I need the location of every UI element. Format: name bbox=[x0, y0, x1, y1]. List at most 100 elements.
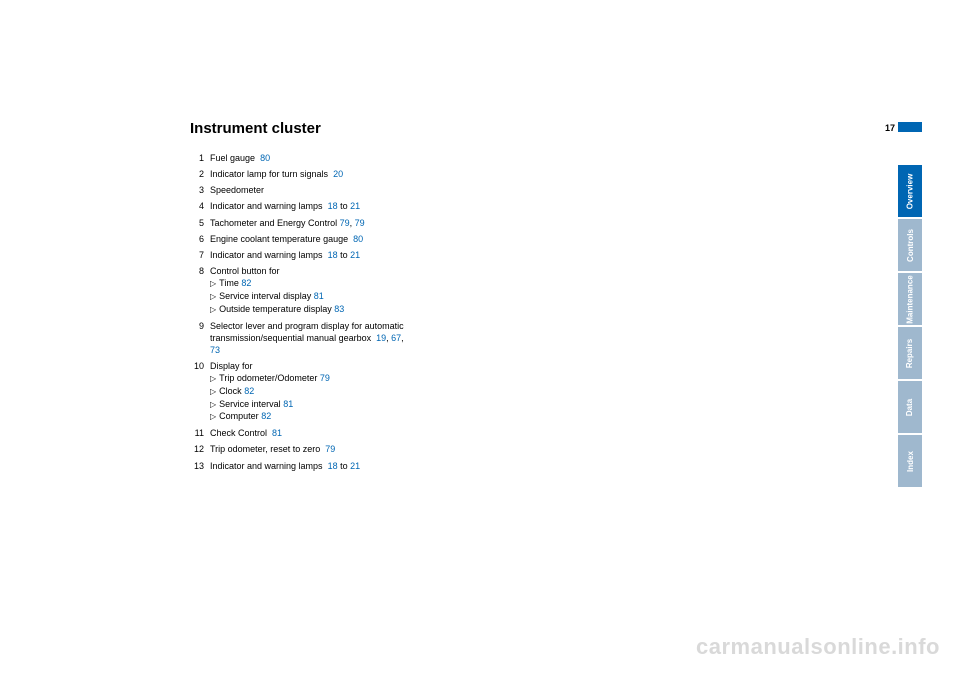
page-ref[interactable]: 81 bbox=[272, 428, 282, 438]
page-ref[interactable]: 18 bbox=[328, 461, 338, 471]
page-ref[interactable]: 81 bbox=[283, 399, 293, 409]
page-ref[interactable]: 21 bbox=[350, 461, 360, 471]
page-ref[interactable]: 81 bbox=[314, 291, 324, 301]
tab-data[interactable]: Data bbox=[898, 381, 922, 433]
page-ref[interactable]: 73 bbox=[210, 345, 220, 355]
list-item: 2 Indicator lamp for turn signals 20 bbox=[190, 168, 410, 180]
item-number: 4 bbox=[190, 200, 204, 212]
item-label: Trip odometer, reset to zero bbox=[210, 444, 320, 454]
sub-label: Service interval bbox=[219, 399, 281, 409]
list-item: 11 Check Control 81 bbox=[190, 427, 410, 439]
page-ref[interactable]: 21 bbox=[350, 250, 360, 260]
tab-maintenance[interactable]: Maintenance bbox=[898, 273, 922, 325]
list-item: 6 Engine coolant temperature gauge 80 bbox=[190, 233, 410, 245]
list-item: 9 Selector lever and program display for… bbox=[190, 320, 410, 356]
list-item: 8 Control button for Time 82 Service int… bbox=[190, 265, 410, 316]
item-text: Selector lever and program display for a… bbox=[210, 320, 410, 356]
item-number: 6 bbox=[190, 233, 204, 245]
content-list: 1 Fuel gauge 80 2 Indicator lamp for tur… bbox=[190, 152, 410, 476]
item-text: Trip odometer, reset to zero 79 bbox=[210, 443, 410, 455]
tab-repairs[interactable]: Repairs bbox=[898, 327, 922, 379]
list-item: 4 Indicator and warning lamps 18 to 21 bbox=[190, 200, 410, 212]
page-ref[interactable]: 21 bbox=[350, 201, 360, 211]
page-ref[interactable]: 82 bbox=[241, 278, 251, 288]
item-text: Fuel gauge 80 bbox=[210, 152, 410, 164]
item-number: 2 bbox=[190, 168, 204, 180]
sub-item: Service interval 81 bbox=[210, 399, 293, 409]
page-ref[interactable]: 79 bbox=[340, 218, 350, 228]
page-number-bar bbox=[898, 122, 922, 132]
sub-label: Time bbox=[219, 278, 239, 288]
page-ref[interactable]: 18 bbox=[328, 250, 338, 260]
page-number: 17 bbox=[885, 123, 895, 133]
tab-label: Data bbox=[906, 398, 915, 415]
sub-label: Service interval display bbox=[219, 291, 311, 301]
sub-label: Computer bbox=[219, 411, 259, 421]
page-ref[interactable]: 80 bbox=[260, 153, 270, 163]
page-ref[interactable]: 82 bbox=[244, 386, 254, 396]
page-ref[interactable]: 79 bbox=[320, 373, 330, 383]
tab-controls[interactable]: Controls bbox=[898, 219, 922, 271]
item-label: Indicator and warning lamps bbox=[210, 250, 323, 260]
page-ref[interactable]: 83 bbox=[334, 304, 344, 314]
to-word: to bbox=[340, 461, 348, 471]
sub-item: Clock 82 bbox=[210, 386, 254, 396]
page-ref[interactable]: 82 bbox=[261, 411, 271, 421]
item-label: Engine coolant temperature gauge bbox=[210, 234, 348, 244]
item-label: Selector lever and program display for a… bbox=[210, 321, 404, 343]
sub-label: Clock bbox=[219, 386, 242, 396]
page-ref[interactable]: 18 bbox=[328, 201, 338, 211]
list-item: 3 Speedometer bbox=[190, 184, 410, 196]
list-item: 7 Indicator and warning lamps 18 to 21 bbox=[190, 249, 410, 261]
item-number: 13 bbox=[190, 460, 204, 472]
section-tabs: Overview Controls Maintenance Repairs Da… bbox=[898, 165, 922, 489]
item-label: Fuel gauge bbox=[210, 153, 255, 163]
item-label: Display for bbox=[210, 361, 253, 371]
sub-label: Trip odometer/Odometer bbox=[219, 373, 317, 383]
item-text: Display for Trip odometer/Odometer 79 Cl… bbox=[210, 360, 410, 423]
item-label: Indicator lamp for turn signals bbox=[210, 169, 328, 179]
to-word: to bbox=[340, 250, 348, 260]
page-title: Instrument cluster bbox=[190, 120, 321, 137]
tab-index[interactable]: Index bbox=[898, 435, 922, 487]
sub-item: Service interval display 81 bbox=[210, 291, 324, 301]
item-text: Indicator and warning lamps 18 to 21 bbox=[210, 460, 410, 472]
item-label: Speedometer bbox=[210, 185, 264, 195]
tab-label: Overview bbox=[906, 173, 915, 209]
list-item: 10 Display for Trip odometer/Odometer 79… bbox=[190, 360, 410, 423]
item-number: 7 bbox=[190, 249, 204, 261]
page-ref[interactable]: 20 bbox=[333, 169, 343, 179]
item-number: 8 bbox=[190, 265, 204, 316]
tab-label: Maintenance bbox=[906, 275, 915, 323]
sep: , bbox=[386, 333, 389, 343]
item-number: 5 bbox=[190, 217, 204, 229]
item-number: 12 bbox=[190, 443, 204, 455]
item-number: 3 bbox=[190, 184, 204, 196]
item-text: Indicator lamp for turn signals 20 bbox=[210, 168, 410, 180]
sub-item: Outside temperature display 83 bbox=[210, 304, 344, 314]
tab-label: Index bbox=[906, 451, 915, 472]
sub-item: Time 82 bbox=[210, 278, 251, 288]
page-ref[interactable]: 79 bbox=[325, 444, 335, 454]
watermark: carmanualsonline.info bbox=[696, 634, 940, 660]
page-ref[interactable]: 79 bbox=[355, 218, 365, 228]
item-text: Control button for Time 82 Service inter… bbox=[210, 265, 410, 316]
item-text: Indicator and warning lamps 18 to 21 bbox=[210, 249, 410, 261]
tab-overview[interactable]: Overview bbox=[898, 165, 922, 217]
page-ref[interactable]: 67 bbox=[391, 333, 401, 343]
sub-item: Computer 82 bbox=[210, 411, 271, 421]
item-label: Indicator and warning lamps bbox=[210, 201, 323, 211]
item-text: Engine coolant temperature gauge 80 bbox=[210, 233, 410, 245]
item-number: 10 bbox=[190, 360, 204, 423]
list-item: 13 Indicator and warning lamps 18 to 21 bbox=[190, 460, 410, 472]
page-ref[interactable]: 19 bbox=[376, 333, 386, 343]
item-label: Control button for bbox=[210, 266, 280, 276]
sep: , bbox=[401, 333, 404, 343]
tab-label: Repairs bbox=[906, 338, 915, 367]
item-text: Indicator and warning lamps 18 to 21 bbox=[210, 200, 410, 212]
list-item: 12 Trip odometer, reset to zero 79 bbox=[190, 443, 410, 455]
item-label: Tachometer and Energy Control bbox=[210, 218, 337, 228]
list-item: 1 Fuel gauge 80 bbox=[190, 152, 410, 164]
page-ref[interactable]: 80 bbox=[353, 234, 363, 244]
item-label: Check Control bbox=[210, 428, 267, 438]
